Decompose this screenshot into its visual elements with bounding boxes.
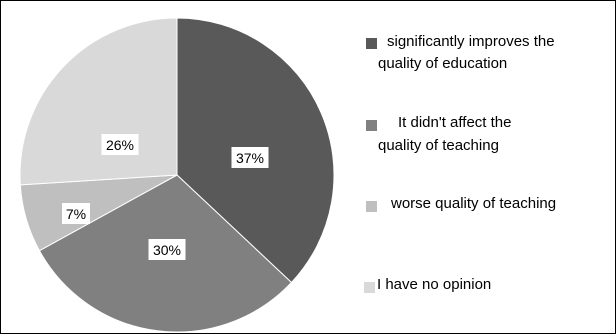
data-label-box-2 [148, 239, 186, 260]
legend-label-3-line-1: worse quality of teaching [391, 195, 557, 212]
legend-label-4-line-1: I have no opinion [377, 276, 492, 293]
legend-label-2-line-2: quality of teaching [378, 137, 499, 154]
legend-swatch-2 [366, 120, 377, 131]
legend-swatch-3 [366, 201, 377, 212]
data-label-box-3 [62, 203, 90, 224]
data-label-text-3: 7% [66, 206, 86, 222]
legend-swatch-4 [364, 282, 375, 293]
legend-label-1-line-2: quality of education [378, 55, 508, 72]
legend-label-1-line-1: significantly improves the [387, 33, 555, 50]
legend-swatch-1 [366, 38, 377, 49]
data-label-text-2: 30% [153, 242, 181, 258]
data-label-3: 7% [62, 203, 90, 224]
legend-label-2-line-1: It didn't affect the [398, 114, 512, 131]
pie-slice-4 [19, 17, 178, 186]
data-label-text-4: 26% [106, 137, 134, 153]
data-label-text-1: 37% [236, 150, 264, 166]
data-label-1: 37% [231, 147, 269, 168]
data-label-2: 30% [148, 239, 186, 260]
data-label-box-4 [101, 134, 139, 155]
data-label-box-1 [231, 147, 269, 168]
data-label-4: 26% [101, 134, 139, 155]
